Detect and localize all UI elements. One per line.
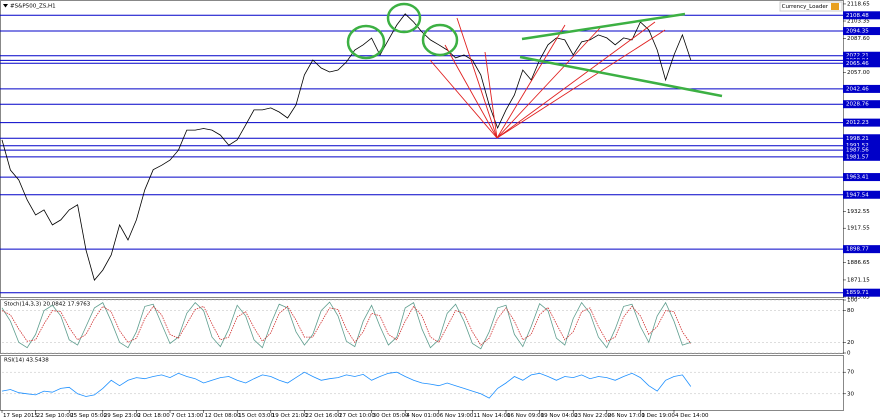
chart-title: #S&P500_ZS,H1 (10, 4, 56, 10)
level-label: 2094.35 (846, 29, 869, 35)
y-tick-label: 1855.85 (847, 295, 870, 301)
level-box (843, 51, 880, 60)
x-tick-label: 22 Sep 10:00 (37, 413, 74, 419)
level-box (843, 173, 880, 182)
level-label: 1947.54 (846, 192, 869, 198)
level-box (843, 118, 880, 127)
x-tick-label: 4 Dec 14:00 (675, 413, 709, 419)
level-label: 1987.56 (846, 148, 869, 154)
y-tick-label: 80 (847, 308, 854, 314)
level-label: 1981.57 (846, 154, 869, 160)
level-label: 1963.41 (846, 175, 869, 181)
drawings (346, 2, 723, 139)
y-tick-label: 2057.00 (847, 70, 870, 76)
level-label: 2108.48 (846, 13, 869, 19)
level-label: 2012.23 (846, 120, 869, 126)
level-box (843, 245, 880, 254)
x-tick-label: 12 Oct 08:00 (205, 413, 241, 419)
level-label: 1998.21 (846, 136, 869, 142)
rsi-title: RSI(14) 43.5438 (4, 358, 49, 364)
level-box (843, 84, 880, 93)
shoulder-ellipse (346, 24, 386, 60)
y-tick-label: 1917.55 (847, 226, 870, 232)
y-tick-label: 0 (847, 351, 851, 357)
indicator-label: Currency_Loader (782, 4, 829, 10)
fan-line (496, 24, 566, 139)
y-tick-label: 2118.65 (847, 1, 870, 7)
level-box (843, 27, 880, 36)
y-tick-label: 2103.35 (847, 19, 870, 25)
x-tick-label: 25 Sep 05:00 (70, 413, 107, 419)
price-line (1, 13, 692, 281)
indicator-line (1, 371, 692, 399)
y-tick-label: 20 (847, 340, 854, 346)
x-tick-label: 6 Nov 19:00 (440, 413, 474, 419)
trend-line (521, 12, 686, 41)
shoulder-ellipse (421, 23, 459, 57)
indicator-icon[interactable] (831, 3, 839, 10)
x-tick-label: 19 Nov 04:00 (541, 413, 579, 419)
x-tick-label: 17 Sep 2015 (3, 413, 38, 419)
level-box (843, 146, 880, 155)
indicator-line (1, 305, 692, 346)
y-tick-label: 2087.60 (847, 36, 870, 42)
stoch-panel (0, 299, 844, 354)
fan-line (456, 17, 498, 139)
indicator-line (1, 301, 691, 350)
x-tick-label: 4 Nov 01:00 (406, 413, 440, 419)
x-tick-label: 16 Nov 09:00 (507, 413, 545, 419)
x-tick-label: 19 Oct 21:00 (272, 413, 308, 419)
fan-line (496, 29, 666, 139)
level-box (843, 190, 880, 199)
level-label: 1859.71 (846, 290, 869, 296)
x-tick-label: 27 Oct 10:00 (339, 413, 375, 419)
level-box (843, 152, 880, 161)
x-tick-label: 23 Nov 22:00 (574, 413, 612, 419)
y-tick-label: 1886.65 (847, 260, 870, 266)
y-tick-label: 100 (847, 298, 858, 304)
level-box (843, 141, 880, 150)
level-label: 2028.76 (846, 102, 869, 108)
y-tick-label: 1871.15 (847, 277, 870, 283)
level-label: 2065.46 (846, 61, 869, 67)
rsi-panel (0, 355, 844, 411)
fan-line (496, 21, 656, 139)
stoch-title: Stoch(14,3,3) 20.0842 17.9763 (4, 302, 91, 308)
level-box (843, 100, 880, 109)
y-tick-label: 30 (847, 391, 854, 397)
x-tick-label: 26 Nov 17:00 (608, 413, 646, 419)
fan-line (444, 44, 498, 139)
x-tick-label: 29 Sep 23:00 (104, 413, 141, 419)
x-tick-label: 7 Oct 13:00 (171, 413, 204, 419)
level-box (843, 11, 880, 20)
fan-line (429, 59, 498, 139)
level-box (843, 59, 880, 68)
level-box (843, 288, 880, 297)
y-tick-label: 70 (847, 370, 854, 376)
level-label: 1898.77 (846, 247, 869, 253)
head-ellipse (386, 2, 422, 34)
fan-lines (429, 17, 666, 139)
x-tick-label: 22 Oct 16:00 (305, 413, 341, 419)
indicator-box (779, 1, 843, 12)
level-box (843, 134, 880, 143)
x-tick-label: 30 Oct 05:00 (373, 413, 409, 419)
x-tick-label: 11 Nov 14:00 (473, 413, 511, 419)
pattern-marks (346, 2, 723, 98)
x-tick-label: 2 Oct 18:00 (137, 413, 170, 419)
level-label: 2072.21 (846, 53, 869, 59)
trend-line (519, 55, 723, 98)
y-tick-label: 1932.55 (847, 209, 870, 215)
fan-line (484, 51, 498, 139)
menu-arrow[interactable] (3, 4, 8, 8)
x-tick-label: 15 Oct 03:00 (238, 413, 274, 419)
fan-line (496, 27, 601, 139)
x-tick-label: 1 Dec 19:00 (641, 413, 675, 419)
level-label: 2042.46 (846, 86, 869, 92)
